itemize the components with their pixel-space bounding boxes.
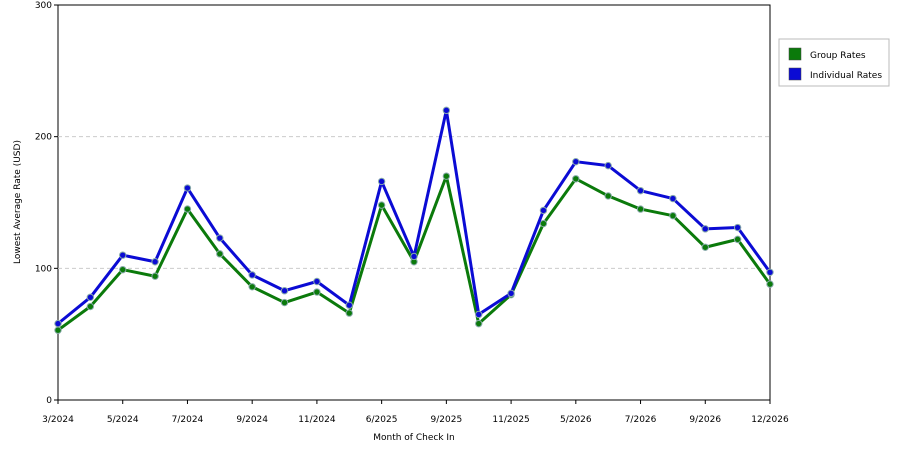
y-tick-label: 0 [46, 396, 52, 406]
x-tick-label: 9/2025 [431, 415, 463, 425]
legend-swatch [788, 47, 802, 61]
data-point [119, 265, 127, 274]
data-point [442, 172, 451, 180]
y-axis-label: Lowest Average Rate (USD) [13, 140, 23, 264]
x-tick-label: 7/2026 [625, 415, 657, 425]
data-point [377, 177, 386, 186]
data-point [151, 272, 159, 280]
y-tick-label: 200 [35, 133, 52, 143]
data-point [216, 234, 224, 242]
data-point [313, 277, 321, 286]
x-tick-label: 6/2025 [366, 415, 398, 425]
data-point [280, 287, 289, 295]
data-point [183, 205, 192, 213]
data-point [604, 192, 612, 200]
y-tick-label: 300 [35, 1, 52, 11]
data-point [377, 201, 386, 209]
data-point [151, 258, 159, 266]
data-point [216, 250, 224, 258]
data-point [183, 184, 192, 192]
data-point [86, 293, 95, 301]
x-tick-label: 11/2025 [492, 415, 529, 425]
data-point [475, 310, 483, 319]
x-tick-label: 3/2024 [42, 415, 74, 425]
data-point [701, 243, 709, 251]
data-point [669, 211, 677, 220]
data-point [572, 157, 580, 166]
data-point [54, 326, 62, 334]
x-tick-label: 5/2026 [560, 415, 592, 425]
data-point [345, 309, 353, 317]
legend-label: Group Rates [810, 51, 866, 61]
data-point [539, 206, 548, 215]
data-point [86, 302, 95, 311]
data-point [539, 219, 548, 228]
data-point [669, 194, 677, 203]
data-point [636, 205, 645, 213]
x-axis-label: Month of Check In [373, 433, 455, 443]
data-point [733, 235, 742, 244]
data-point [701, 225, 709, 233]
y-tick-label: 100 [35, 264, 52, 274]
plot-frame [57, 4, 771, 401]
data-point [119, 251, 127, 259]
data-point [733, 223, 742, 232]
x-tick-label: 11/2024 [298, 415, 336, 425]
x-tick-label: 9/2024 [236, 415, 268, 425]
x-tick-label: 12/2026 [751, 415, 789, 425]
data-point [475, 319, 483, 328]
data-point [766, 268, 774, 276]
data-point [604, 161, 612, 170]
data-point [248, 271, 256, 279]
data-point [636, 186, 645, 195]
data-point [572, 175, 580, 183]
x-tick-label: 9/2026 [689, 415, 721, 425]
legend-label: Individual Rates [810, 71, 882, 81]
data-point [507, 289, 515, 298]
data-point [248, 283, 256, 291]
data-point [280, 298, 289, 307]
data-point [410, 252, 418, 261]
data-point [54, 319, 62, 328]
data-point [345, 301, 353, 309]
data-point [313, 288, 321, 296]
x-tick-label: 5/2024 [107, 415, 139, 425]
data-point [442, 106, 451, 115]
x-tick-label: 7/2024 [172, 415, 204, 425]
data-point [766, 280, 774, 288]
legend-swatch [788, 67, 802, 81]
